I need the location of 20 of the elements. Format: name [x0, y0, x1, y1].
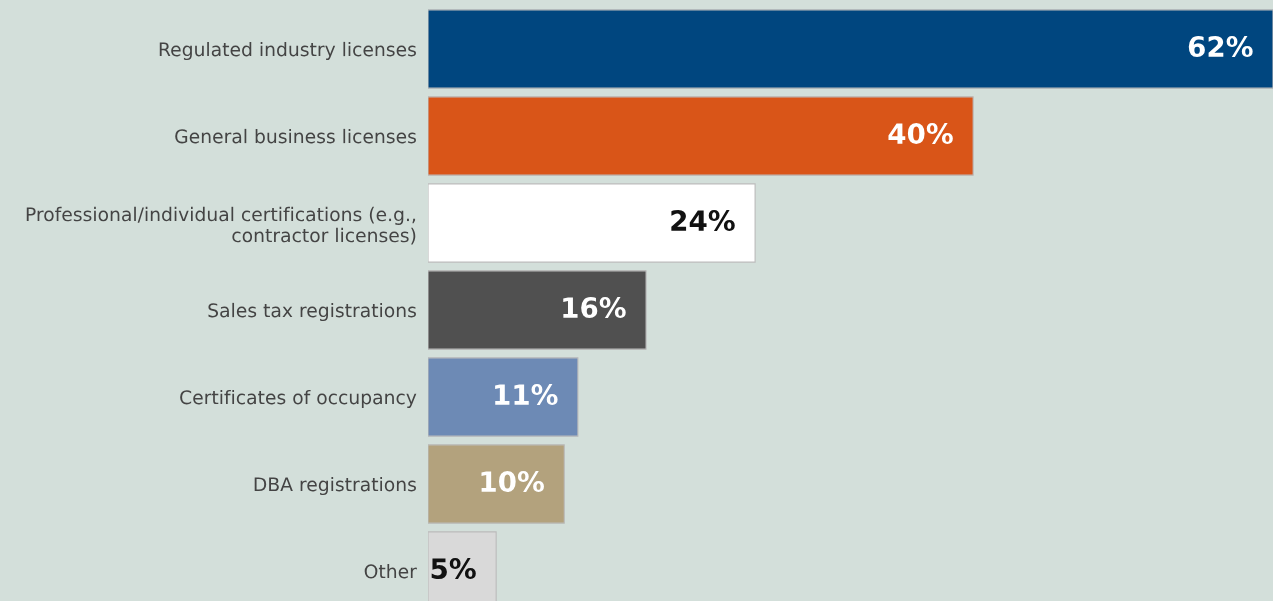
- bar: [428, 96, 974, 176]
- y-tick-label: Sales tax registrations: [208, 302, 416, 322]
- bar: [428, 270, 647, 350]
- y-tick-label: Other: [364, 563, 417, 579]
- y-tick-label: Professional/individual certifications (e.g., contractor licenses): [26, 206, 416, 245]
- bar: [428, 9, 1273, 89]
- y-tick-label: DBA registrations: [254, 476, 416, 496]
- data-label: 24%: [671, 210, 735, 232]
- data-label: 10%: [481, 471, 544, 493]
- bar: [428, 183, 756, 263]
- bar: [428, 357, 579, 437]
- data-label: 11%: [495, 384, 558, 406]
- data-label: 40%: [888, 123, 953, 145]
- bar: [428, 444, 565, 524]
- y-tick-label: Certificates of occupancy: [180, 389, 417, 409]
- data-label: 5%: [431, 558, 476, 580]
- y-tick-label: Regulated industry licenses: [159, 41, 416, 61]
- data-label: 62%: [1188, 36, 1253, 58]
- y-tick-label: General business licenses: [175, 128, 416, 144]
- data-label: 16%: [563, 297, 626, 319]
